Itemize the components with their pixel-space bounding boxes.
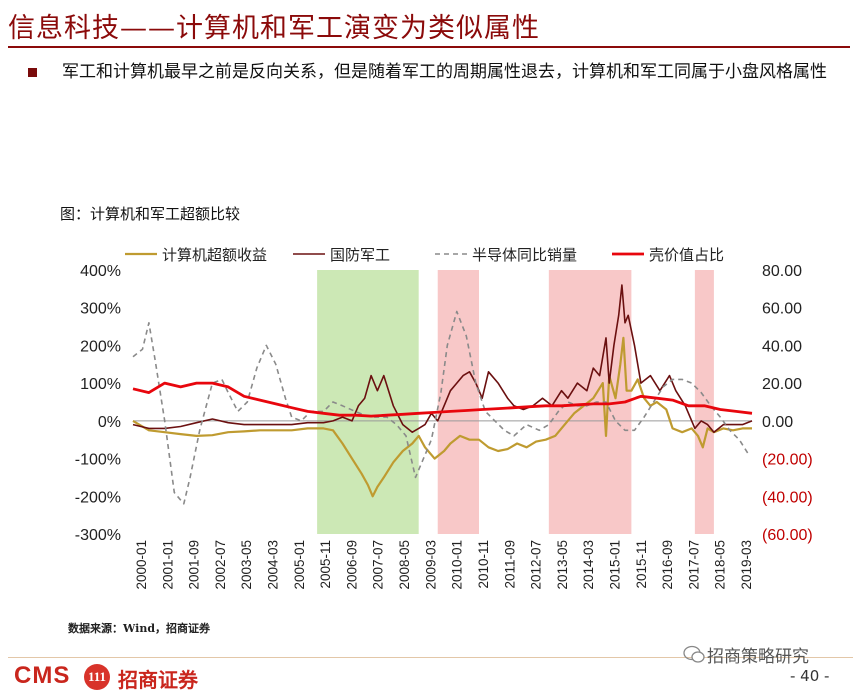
bullet-square-icon xyxy=(28,68,37,77)
left-tick-label: 200% xyxy=(80,338,121,355)
right-tick-label: (40.00) xyxy=(762,489,813,506)
page-number: - 40 - xyxy=(790,667,830,685)
x-tick-label: 2004-03 xyxy=(266,540,281,590)
right-tick-label: 0.00 xyxy=(762,414,793,431)
right-tick-label: (60.00) xyxy=(762,527,813,544)
right-tick-label: (20.00) xyxy=(762,452,813,469)
data-source: 数据来源：Wind，招商证券 xyxy=(68,622,211,635)
figure-caption: 图：计算机和军工超额比较 xyxy=(60,205,241,223)
x-tick-label: 2009-03 xyxy=(423,540,438,590)
bullet-text: 军工和计算机最早之前是反向关系，但是随着军工的周期属性退去，计算机和军工同属于小… xyxy=(62,62,827,82)
x-tick-label: 2018-05 xyxy=(713,540,728,590)
x-tick-label: 2005-01 xyxy=(292,540,307,590)
chart: 400% 300% 200% 100% 0% -100% -200% -300% 80.00 60… xyxy=(75,246,813,590)
footer-divider xyxy=(8,657,853,658)
left-tick-label: 300% xyxy=(80,301,121,318)
x-tick-label: 2010-01 xyxy=(450,540,465,590)
shaded-period-1 xyxy=(437,270,480,534)
title-divider xyxy=(8,46,850,48)
left-tick-label: -200% xyxy=(75,489,121,506)
right-tick-label: 20.00 xyxy=(762,376,802,393)
x-tick-label: 2015-01 xyxy=(607,540,622,590)
x-tick-label: 2006-09 xyxy=(344,540,359,590)
right-tick-label: 60.00 xyxy=(762,301,802,318)
right-tick-label: 80.00 xyxy=(762,263,802,280)
right-tick-label: 40.00 xyxy=(762,338,802,355)
x-tick-label: 2015-11 xyxy=(634,540,649,589)
cms-logo: CMS xyxy=(14,662,71,689)
x-tick-label: 2011-09 xyxy=(502,540,517,589)
legend-label-0: 计算机超额收益 xyxy=(162,246,267,264)
series-line-3 xyxy=(132,381,753,418)
left-tick-label: 400% xyxy=(80,263,121,280)
series-line-2 xyxy=(132,310,750,505)
left-tick-label: -300% xyxy=(75,527,121,544)
series-line-0 xyxy=(132,336,752,498)
left-tick-label: -100% xyxy=(75,452,121,469)
legend-label-1: 国防军工 xyxy=(330,246,390,264)
x-tick-label: 2013-05 xyxy=(555,540,570,590)
page-title: 信息科技——计算机和军工演变为类似属性 xyxy=(8,13,540,44)
x-tick-label: 2000-01 xyxy=(134,540,149,590)
x-tick-label: 2008-05 xyxy=(397,540,412,590)
left-tick-label: 0% xyxy=(98,414,121,431)
series-line-1 xyxy=(132,284,753,433)
x-tick-label: 2002-07 xyxy=(213,540,228,590)
wechat-watermark: 招商策略研究 xyxy=(707,647,809,667)
x-tick-label: 2007-07 xyxy=(371,540,386,590)
wechat-icon xyxy=(683,645,705,663)
company-logo-name: 招商证券 xyxy=(118,668,198,692)
x-tick-label: 2003-05 xyxy=(239,540,254,590)
x-tick-label: 2016-09 xyxy=(660,540,675,590)
x-tick-label: 2005-11 xyxy=(318,540,333,589)
x-tick-label: 2014-03 xyxy=(581,540,596,590)
x-tick-label: 2001-09 xyxy=(187,540,202,590)
shaded-period-3 xyxy=(694,270,714,534)
x-tick-label: 2012-07 xyxy=(529,540,544,590)
cms-badge-icon: 111 xyxy=(84,664,110,690)
x-tick-label: 2001-01 xyxy=(160,540,175,590)
legend-label-2: 半导体同比销量 xyxy=(472,246,577,264)
legend-label-3: 壳价值占比 xyxy=(649,246,724,264)
x-tick-label: 2010-11 xyxy=(476,540,491,589)
x-tick-label: 2019-03 xyxy=(739,540,754,590)
left-tick-label: 100% xyxy=(80,376,121,393)
x-tick-label: 2017-07 xyxy=(686,540,701,590)
